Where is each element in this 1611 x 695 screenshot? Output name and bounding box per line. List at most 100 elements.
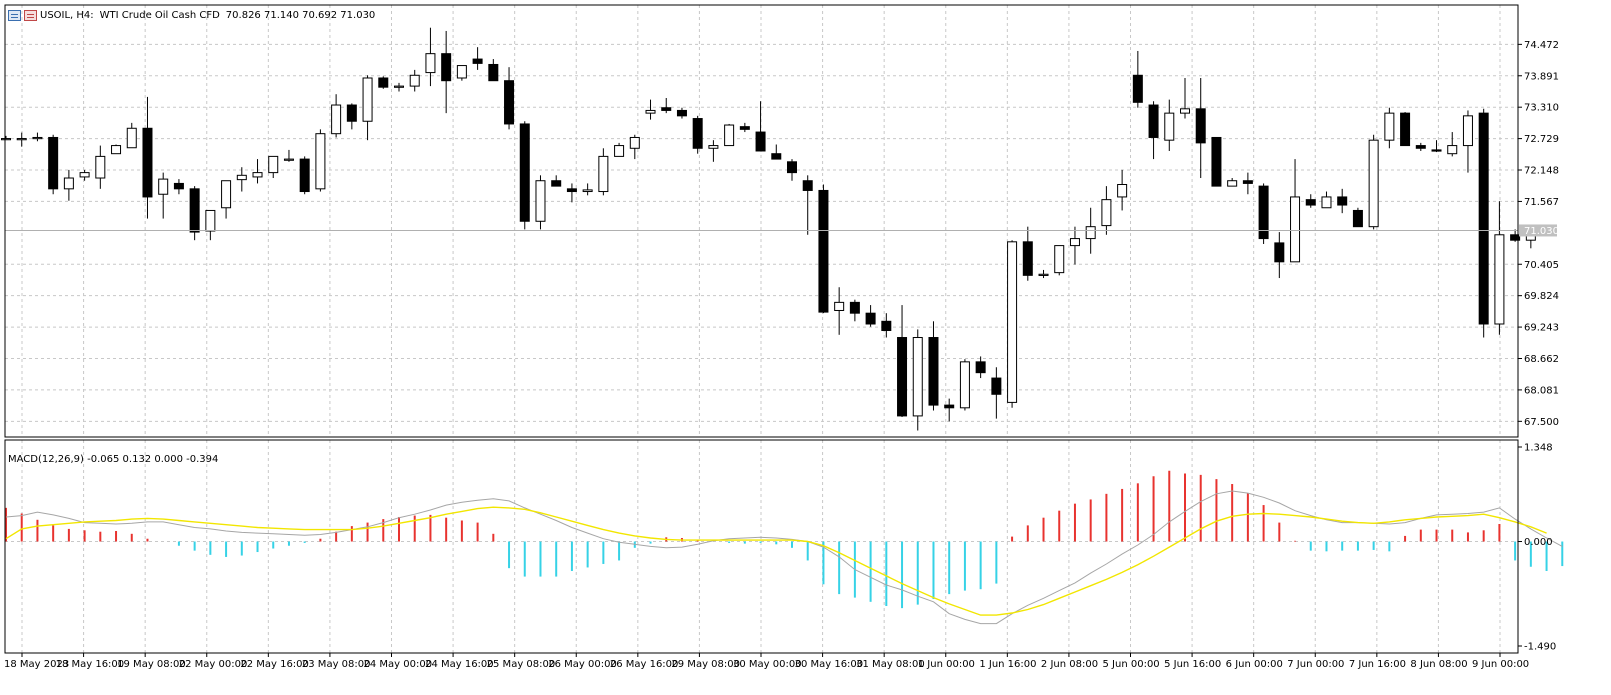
candle[interactable] bbox=[897, 305, 908, 417]
candle[interactable] bbox=[268, 155, 279, 179]
candle[interactable] bbox=[724, 123, 735, 147]
candle[interactable] bbox=[959, 359, 970, 411]
candle[interactable] bbox=[1007, 240, 1018, 408]
candle[interactable] bbox=[912, 329, 923, 431]
candle[interactable] bbox=[409, 69, 420, 92]
candle[interactable] bbox=[692, 115, 703, 154]
candle[interactable] bbox=[975, 356, 986, 379]
candle[interactable] bbox=[535, 175, 546, 230]
candle[interactable] bbox=[1242, 172, 1253, 195]
candle[interactable] bbox=[1069, 226, 1080, 265]
candle[interactable] bbox=[1415, 142, 1426, 151]
candle[interactable] bbox=[881, 313, 892, 338]
candle[interactable] bbox=[1274, 232, 1285, 279]
candle[interactable] bbox=[95, 145, 106, 189]
candle[interactable] bbox=[849, 299, 860, 322]
candle[interactable] bbox=[629, 134, 640, 160]
candle[interactable] bbox=[661, 97, 672, 114]
candle[interactable] bbox=[1321, 191, 1332, 209]
indicator-list-icon[interactable] bbox=[24, 9, 37, 21]
candle[interactable] bbox=[472, 47, 483, 70]
candle[interactable] bbox=[802, 175, 813, 235]
candle[interactable] bbox=[1494, 201, 1505, 335]
candle[interactable] bbox=[1117, 169, 1128, 211]
candle[interactable] bbox=[865, 305, 876, 327]
candle[interactable] bbox=[1022, 226, 1033, 281]
candle[interactable] bbox=[771, 144, 782, 160]
candle[interactable] bbox=[582, 183, 593, 196]
candle[interactable] bbox=[1431, 140, 1442, 153]
candle[interactable] bbox=[111, 144, 122, 155]
candle[interactable] bbox=[1148, 101, 1159, 160]
candle[interactable] bbox=[504, 67, 515, 130]
candle[interactable] bbox=[456, 65, 467, 81]
price-panel[interactable] bbox=[1, 27, 1536, 431]
candle[interactable] bbox=[944, 398, 955, 422]
candle[interactable] bbox=[142, 96, 153, 219]
candle[interactable] bbox=[1337, 188, 1348, 214]
candle[interactable] bbox=[818, 184, 829, 314]
candle[interactable] bbox=[1164, 99, 1175, 151]
candle[interactable] bbox=[63, 169, 74, 201]
candle[interactable] bbox=[1, 135, 11, 141]
candle[interactable] bbox=[1478, 108, 1489, 338]
candle[interactable] bbox=[1368, 134, 1379, 230]
candle[interactable] bbox=[425, 27, 436, 87]
chart-window-icon[interactable] bbox=[8, 9, 21, 21]
candle[interactable] bbox=[315, 129, 326, 192]
candle[interactable] bbox=[283, 149, 294, 162]
candle[interactable] bbox=[331, 94, 342, 138]
candle[interactable] bbox=[1447, 132, 1458, 157]
candle[interactable] bbox=[1384, 107, 1395, 149]
candle[interactable] bbox=[1180, 77, 1190, 119]
candle[interactable] bbox=[787, 159, 797, 181]
candle[interactable] bbox=[1195, 77, 1206, 179]
candle[interactable] bbox=[394, 82, 404, 92]
candle[interactable] bbox=[645, 99, 656, 120]
candle[interactable] bbox=[252, 159, 263, 184]
candle[interactable] bbox=[676, 107, 687, 119]
candle[interactable] bbox=[236, 167, 247, 192]
candle[interactable] bbox=[1227, 178, 1238, 187]
candle[interactable] bbox=[1352, 207, 1363, 228]
candle[interactable] bbox=[346, 103, 357, 130]
candle[interactable] bbox=[1400, 112, 1411, 147]
macd-panel[interactable] bbox=[5, 470, 1564, 625]
candle[interactable] bbox=[739, 122, 750, 133]
candle[interactable] bbox=[441, 30, 452, 114]
candle[interactable] bbox=[834, 287, 845, 335]
candle[interactable] bbox=[1132, 50, 1143, 108]
candle[interactable] bbox=[378, 76, 389, 89]
candle[interactable] bbox=[1101, 186, 1112, 235]
candle[interactable] bbox=[1038, 269, 1049, 279]
candle[interactable] bbox=[566, 183, 577, 203]
candle[interactable] bbox=[488, 59, 499, 82]
candle[interactable] bbox=[1462, 110, 1473, 173]
candle[interactable] bbox=[362, 75, 373, 141]
candle[interactable] bbox=[755, 101, 766, 152]
candle[interactable] bbox=[519, 121, 530, 230]
candle[interactable] bbox=[16, 132, 27, 147]
candle[interactable] bbox=[32, 132, 43, 142]
candle[interactable] bbox=[158, 172, 169, 219]
candle[interactable] bbox=[299, 156, 310, 195]
candle[interactable] bbox=[614, 142, 625, 157]
candle[interactable] bbox=[991, 367, 1002, 419]
candle[interactable] bbox=[928, 321, 939, 411]
candle[interactable] bbox=[173, 179, 184, 195]
candle[interactable] bbox=[79, 169, 90, 181]
candle[interactable] bbox=[189, 186, 200, 241]
candle[interactable] bbox=[1510, 229, 1521, 242]
candle[interactable] bbox=[1211, 136, 1222, 187]
candle[interactable] bbox=[551, 175, 562, 187]
candle[interactable] bbox=[221, 180, 232, 219]
candle[interactable] bbox=[598, 148, 609, 196]
candle[interactable] bbox=[1290, 159, 1301, 263]
candle[interactable] bbox=[126, 122, 137, 149]
candle[interactable] bbox=[1258, 183, 1269, 244]
candle[interactable] bbox=[205, 209, 216, 241]
candle[interactable] bbox=[708, 140, 719, 162]
candle[interactable] bbox=[1054, 245, 1065, 276]
